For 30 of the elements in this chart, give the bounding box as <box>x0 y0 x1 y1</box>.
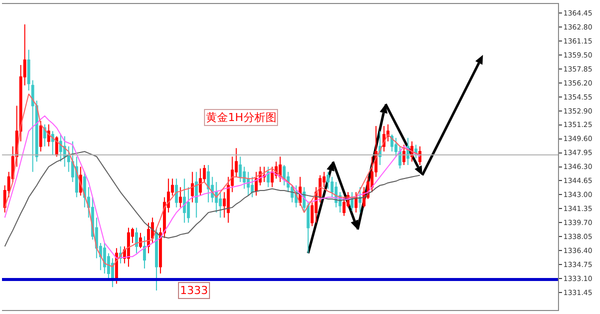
candlestick <box>127 227 130 268</box>
candlestick <box>27 49 30 91</box>
candlestick <box>47 124 50 147</box>
line-series <box>4 93 420 268</box>
candlestick <box>174 178 178 208</box>
candlestick <box>55 136 58 158</box>
candlestick <box>154 227 158 291</box>
candlestick <box>31 80 34 172</box>
candlestick <box>402 144 406 166</box>
candlestick <box>390 134 394 152</box>
ref-line-label: 1333 <box>180 284 208 297</box>
candlestick <box>250 176 254 198</box>
candlestick <box>190 171 194 203</box>
candlestick <box>198 168 202 196</box>
candlestick <box>194 171 198 218</box>
candlestick <box>103 242 106 274</box>
candlestick <box>354 192 358 214</box>
candlestick <box>143 236 146 269</box>
annotation: 黄金1H分析图 <box>206 111 276 124</box>
candlestick <box>358 186 362 214</box>
candlestick <box>139 232 142 249</box>
candlestick <box>246 171 250 196</box>
candlestick <box>206 164 210 203</box>
candlestick <box>178 186 182 208</box>
candlestick <box>43 124 46 147</box>
candlestick <box>51 130 54 156</box>
candlestick <box>39 120 42 152</box>
candlestick <box>135 227 138 254</box>
candlestick <box>182 178 186 224</box>
candlestick <box>158 227 162 274</box>
